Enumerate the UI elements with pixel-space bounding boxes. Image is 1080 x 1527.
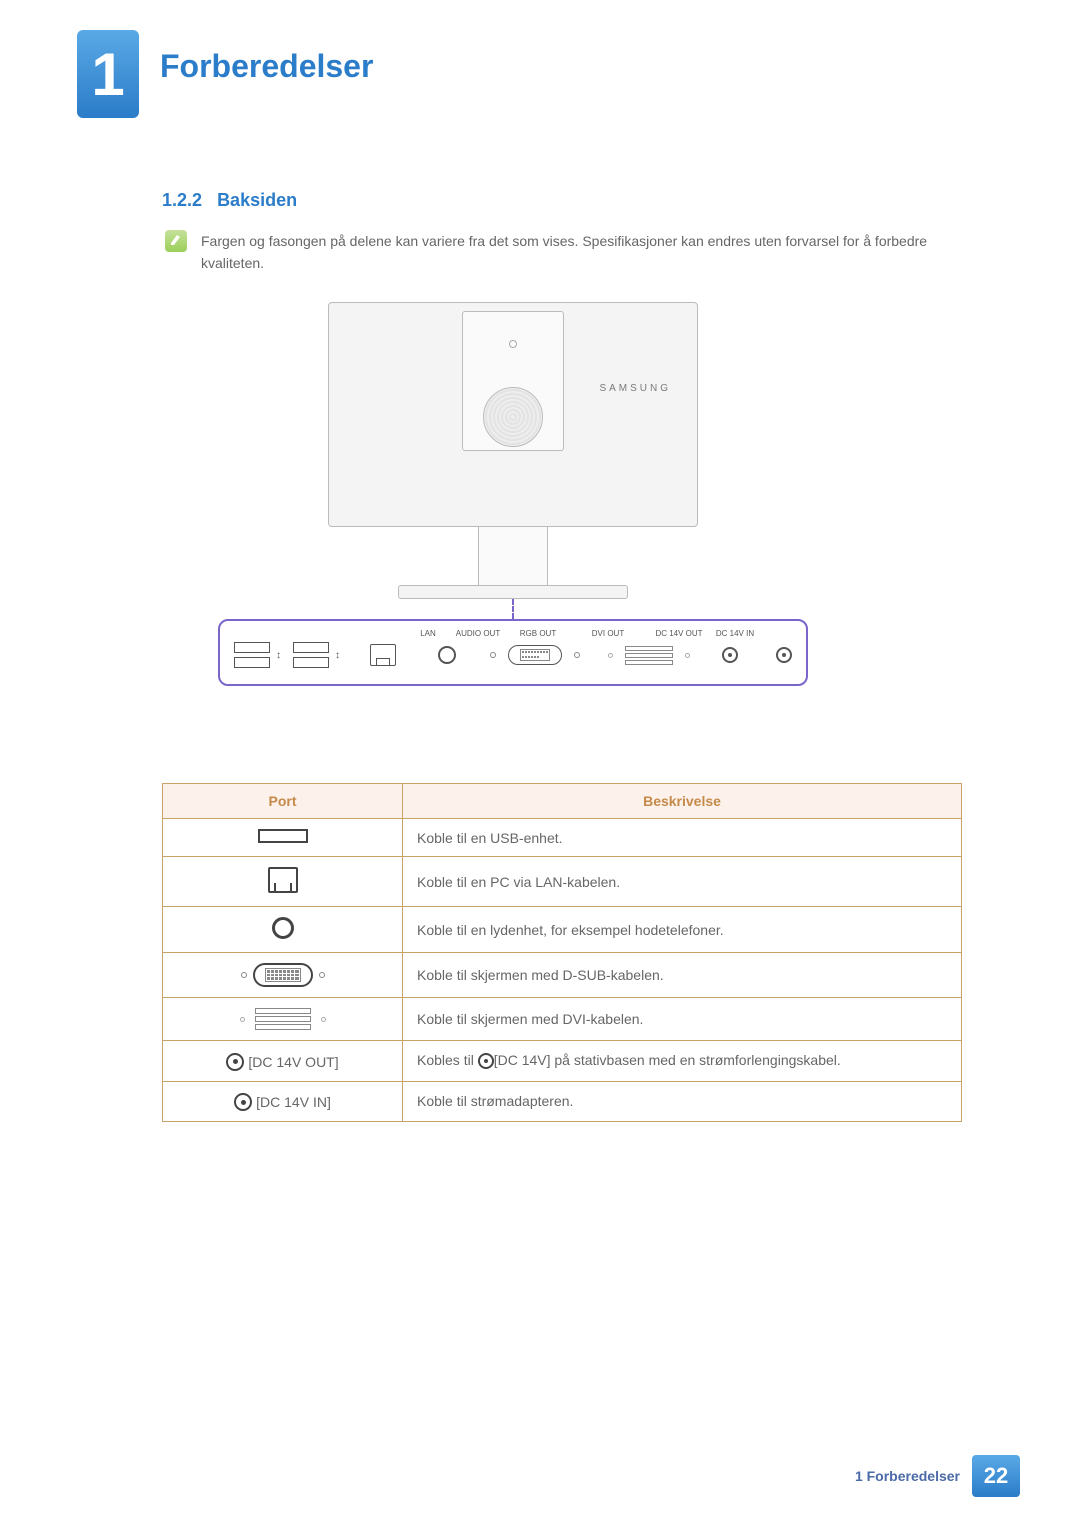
stand-neck xyxy=(478,525,548,587)
table-desc: Koble til en PC via LAN-kabelen. xyxy=(403,857,962,907)
brand-label: SAMSUNG xyxy=(599,383,671,394)
port-panel: LAN AUDIO OUT RGB OUT DVI OUT DC 14V OUT… xyxy=(218,619,808,686)
table-row: Koble til en USB-enhet. xyxy=(163,819,962,857)
port-label-dvi: DVI OUT xyxy=(568,629,648,638)
table-row: Koble til en lydenhet, for eksempel hode… xyxy=(163,907,962,953)
dvi-port-icon xyxy=(625,646,673,665)
audio-jack-icon xyxy=(272,917,294,939)
table-desc: Koble til skjermen med D-SUB-kabelen. xyxy=(403,953,962,998)
port-description-table: Port Beskrivelse Koble til en USB-enhet.… xyxy=(162,783,962,1122)
section-number: 1.2.2 xyxy=(162,190,202,210)
lan-port-icon xyxy=(268,867,298,893)
section-title: Baksiden xyxy=(217,190,297,210)
table-row: Koble til en PC via LAN-kabelen. xyxy=(163,857,962,907)
mount-plate xyxy=(462,311,564,451)
port-labels-row: LAN AUDIO OUT RGB OUT DVI OUT DC 14V OUT… xyxy=(234,629,792,642)
dvi-port-icon xyxy=(240,1008,326,1030)
dc-in-icon xyxy=(776,647,792,663)
port-label-dcin: DC 14V IN xyxy=(710,629,760,638)
table-header-port: Port xyxy=(163,784,403,819)
table-desc: Koble til skjermen med DVI-kabelen. xyxy=(403,998,962,1041)
table-row: [DC 14V OUT] Kobles til [DC 14V] på stat… xyxy=(163,1041,962,1082)
lan-port-icon xyxy=(370,644,396,666)
dc-out-label: [DC 14V OUT] xyxy=(226,1053,338,1071)
table-row: Koble til skjermen med DVI-kabelen. xyxy=(163,998,962,1041)
chapter-number-badge: 1 xyxy=(77,30,139,118)
connector-dash-line xyxy=(512,599,514,619)
port-label-dcout: DC 14V OUT xyxy=(648,629,710,638)
port-label-lan: LAN xyxy=(408,629,448,638)
port-label-rgb: RGB OUT xyxy=(508,629,568,638)
monitor-back-outline: SAMSUNG xyxy=(328,302,698,527)
usb-block-right: ↕ xyxy=(293,642,340,668)
table-desc: Koble til strømadapteren. xyxy=(403,1081,962,1122)
note-icon xyxy=(165,230,187,252)
section-heading: 1.2.2 Baksiden xyxy=(162,190,297,211)
port-icons-row: ↕ ↕ xyxy=(234,642,792,668)
footer-chapter-ref: 1 Forberedelser xyxy=(855,1468,972,1484)
chapter-title: Forberedelser xyxy=(160,48,373,85)
table-desc: Koble til en lydenhet, for eksempel hode… xyxy=(403,907,962,953)
note-text: Fargen og fasongen på delene kan variere… xyxy=(201,230,965,275)
footer-page-number: 22 xyxy=(972,1455,1020,1497)
dc-icon xyxy=(478,1053,494,1069)
dc-out-icon xyxy=(722,647,738,663)
table-row: Koble til skjermen med D-SUB-kabelen. xyxy=(163,953,962,998)
audio-jack-icon xyxy=(438,646,456,664)
vga-port-icon xyxy=(508,645,562,665)
note-block: Fargen og fasongen på delene kan variere… xyxy=(165,230,965,275)
table-desc: Koble til en USB-enhet. xyxy=(403,819,962,857)
dc-in-label: [DC 14V IN] xyxy=(234,1093,331,1111)
table-desc: Kobles til [DC 14V] på stativbasen med e… xyxy=(403,1041,962,1082)
usb-block-left: ↕ xyxy=(234,642,281,668)
vga-screw-icon xyxy=(574,652,580,658)
table-row: [DC 14V IN] Koble til strømadapteren. xyxy=(163,1081,962,1122)
vga-port-icon xyxy=(241,963,325,987)
table-header-desc: Beskrivelse xyxy=(403,784,962,819)
usb-port-icon xyxy=(258,829,308,843)
vga-screw-icon xyxy=(490,652,496,658)
port-label-audio: AUDIO OUT xyxy=(448,629,508,638)
page-footer: 1 Forberedelser 22 xyxy=(855,1455,1020,1497)
rear-diagram: SAMSUNG LAN AUDIO OUT RGB OUT DVI OUT DC… xyxy=(218,302,808,686)
stand-foot xyxy=(398,585,628,599)
